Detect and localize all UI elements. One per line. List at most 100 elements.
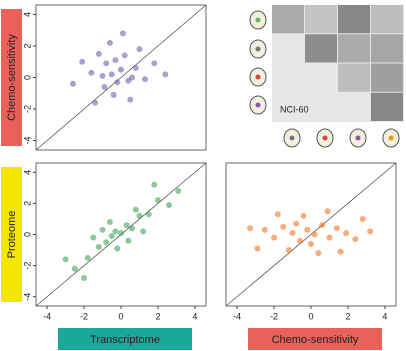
heatmap-cell	[371, 5, 403, 33]
cell-nucleus	[356, 136, 361, 141]
point	[262, 227, 268, 233]
point	[81, 275, 87, 281]
point	[301, 213, 307, 219]
heatmap-cell	[371, 64, 403, 92]
point	[367, 228, 373, 234]
point	[151, 182, 157, 188]
point	[127, 97, 133, 103]
point	[136, 46, 142, 52]
y-tick-label: 0	[22, 75, 32, 80]
y-tick-label: -4	[22, 293, 32, 301]
y-tick-label: 4	[22, 12, 32, 17]
x-axis-label: Transcriptome	[90, 334, 160, 346]
point	[103, 239, 109, 245]
point	[360, 216, 366, 222]
point	[112, 228, 118, 234]
y-tick-label: -2	[22, 262, 32, 270]
point	[280, 224, 286, 230]
point	[112, 57, 118, 63]
point	[319, 222, 325, 228]
y-tick-label: -2	[22, 105, 32, 113]
point	[114, 79, 120, 85]
point	[290, 230, 296, 236]
x-tick-label: 2	[155, 311, 160, 321]
point	[124, 222, 130, 228]
x-tick-label: -4	[43, 311, 51, 321]
point	[90, 235, 96, 241]
point	[247, 225, 253, 231]
heatmap-cell	[338, 5, 370, 33]
x-tick-label: 4	[382, 311, 387, 321]
point	[352, 236, 358, 242]
point	[146, 211, 152, 217]
point	[293, 221, 299, 227]
point	[120, 30, 126, 36]
point	[129, 225, 135, 231]
x-tick-label: 4	[192, 311, 197, 321]
point	[175, 188, 181, 194]
point	[129, 75, 135, 81]
heatmap-cell	[305, 34, 337, 62]
point	[155, 197, 161, 203]
point	[162, 71, 168, 77]
heatmap-cell	[371, 34, 403, 62]
point	[100, 73, 106, 79]
point	[271, 235, 277, 241]
heatmap-cell	[305, 5, 337, 33]
diagonal	[36, 5, 206, 150]
y-tick-label: 2	[22, 201, 32, 206]
point	[297, 238, 303, 244]
point	[70, 81, 76, 87]
point	[254, 245, 260, 251]
heatmap-cell	[371, 93, 403, 121]
heatmap-cell	[272, 5, 304, 33]
point	[111, 92, 117, 98]
heatmap-cell	[338, 64, 370, 92]
cell-nucleus	[256, 18, 261, 23]
point	[136, 213, 142, 219]
point	[122, 52, 128, 58]
point	[114, 245, 120, 251]
x-axis-label: Chemo-sensitivity	[272, 334, 359, 346]
point	[85, 255, 91, 261]
cell-nucleus	[256, 75, 261, 80]
point	[151, 60, 157, 66]
point	[96, 244, 102, 250]
cell-nucleus	[389, 136, 394, 141]
point	[142, 76, 148, 82]
y-axis-label: Proteome	[6, 211, 18, 259]
x-tick-label: -2	[270, 311, 278, 321]
point	[72, 266, 78, 272]
point	[118, 230, 124, 236]
cell-nucleus	[256, 47, 261, 52]
point	[88, 70, 94, 76]
cell-nucleus	[256, 103, 261, 108]
y-tick-label: 4	[22, 170, 32, 175]
point	[118, 67, 124, 73]
point	[312, 232, 318, 238]
diagonal	[226, 163, 396, 306]
point	[140, 228, 146, 234]
x-tick-label: 0	[308, 311, 313, 321]
point	[107, 40, 113, 46]
x-tick-label: -4	[233, 311, 241, 321]
point	[101, 84, 107, 90]
point	[125, 238, 131, 244]
point	[109, 233, 115, 239]
point	[304, 227, 310, 233]
point	[109, 71, 115, 77]
point	[338, 249, 344, 255]
y-tick-label: -4	[22, 137, 32, 145]
point	[107, 219, 113, 225]
point	[275, 211, 281, 217]
x-tick-label: 0	[118, 311, 123, 321]
point	[100, 227, 106, 233]
point	[63, 256, 69, 262]
point	[315, 250, 321, 256]
point	[133, 207, 139, 213]
point	[92, 100, 98, 106]
x-tick-label: -2	[80, 311, 88, 321]
point	[308, 241, 314, 247]
point	[326, 235, 332, 241]
y-tick-label: 0	[22, 232, 32, 237]
